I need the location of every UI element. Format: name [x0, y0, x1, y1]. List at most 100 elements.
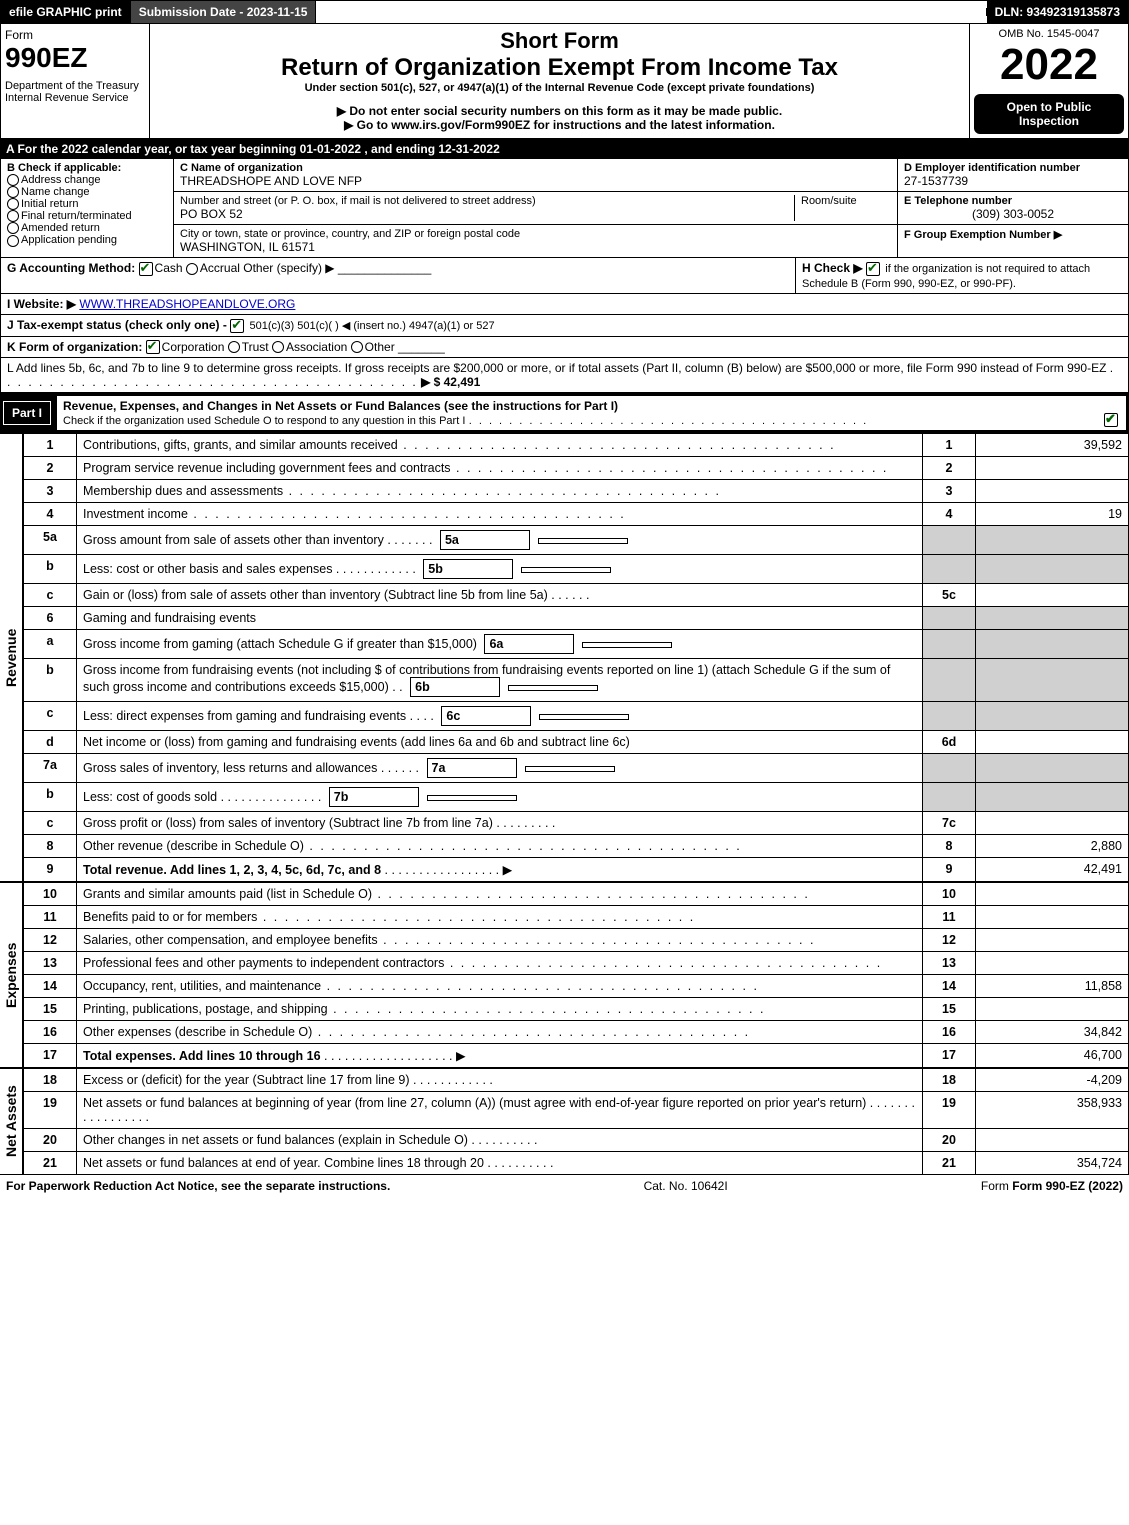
line-9: 9Total revenue. Add lines 1, 2, 3, 4, 5c…	[24, 858, 1129, 882]
section-j: J Tax-exempt status (check only one) - 5…	[0, 315, 1129, 337]
l-text: L Add lines 5b, 6c, and 7b to line 9 to …	[7, 361, 1106, 375]
dln: DLN: 93492319135873	[987, 1, 1128, 23]
omb-number: OMB No. 1545-0047	[974, 28, 1124, 40]
footer-right: Form Form 990-EZ (2022)	[981, 1179, 1123, 1193]
chk-final-return[interactable]	[7, 210, 19, 222]
chk-amended[interactable]	[7, 222, 19, 234]
chk-corporation[interactable]	[146, 340, 160, 354]
line-5b: bLess: cost or other basis and sales exp…	[24, 555, 1129, 584]
line-12: 12Salaries, other compensation, and empl…	[24, 929, 1129, 952]
row-a-tax-year: A For the 2022 calendar year, or tax yea…	[0, 139, 1129, 159]
chk-name-change[interactable]	[7, 186, 19, 198]
line-5c: cGain or (loss) from sale of assets othe…	[24, 584, 1129, 607]
line-6c: cLess: direct expenses from gaming and f…	[24, 702, 1129, 731]
expenses-group: Expenses 10Grants and similar amounts pa…	[0, 882, 1129, 1068]
line-14: 14Occupancy, rent, utilities, and mainte…	[24, 975, 1129, 998]
line-11: 11Benefits paid to or for members11	[24, 906, 1129, 929]
city-value: WASHINGTON, IL 61571	[180, 240, 891, 254]
d-label: D Employer identification number	[904, 162, 1122, 174]
goto-link[interactable]: ▶ Go to www.irs.gov/Form990EZ for instru…	[154, 118, 965, 132]
g-label: G Accounting Method:	[7, 261, 135, 275]
short-form-title: Short Form	[154, 28, 965, 54]
i-label: I Website: ▶	[7, 297, 76, 311]
form-header: Form 990EZ Department of the Treasury In…	[0, 24, 1129, 139]
line-6: 6Gaming and fundraising events	[24, 607, 1129, 630]
line-8: 8Other revenue (describe in Schedule O)8…	[24, 835, 1129, 858]
ssn-warning: ▶ Do not enter social security numbers o…	[154, 104, 965, 118]
line-10: 10Grants and similar amounts paid (list …	[24, 883, 1129, 906]
room-label: Room/suite	[801, 195, 891, 207]
revenue-label: Revenue	[0, 433, 23, 882]
line-1: 1Contributions, gifts, grants, and simil…	[24, 434, 1129, 457]
chk-501c3[interactable]	[230, 319, 244, 333]
main-title: Return of Organization Exempt From Incom…	[154, 54, 965, 82]
org-name: THREADSHOPE AND LOVE NFP	[180, 174, 891, 188]
phone-value: (309) 303-0052	[904, 207, 1122, 221]
efile-label: efile GRAPHIC print	[1, 1, 131, 23]
line-17: 17Total expenses. Add lines 10 through 1…	[24, 1044, 1129, 1068]
line-7a: 7aGross sales of inventory, less returns…	[24, 754, 1129, 783]
chk-trust[interactable]	[228, 341, 240, 353]
c-label: C Name of organization	[180, 162, 891, 174]
footer-mid: Cat. No. 10642I	[644, 1179, 728, 1193]
street-value: PO BOX 52	[180, 207, 794, 221]
section-bcdef: B Check if applicable: Address change Na…	[0, 159, 1129, 258]
section-gh: G Accounting Method: Cash Accrual Other …	[0, 258, 1129, 294]
part1-badge: Part I	[3, 401, 51, 425]
line-6a: aGross income from gaming (attach Schedu…	[24, 630, 1129, 659]
l-amount: ▶ $ 42,491	[421, 375, 480, 389]
tax-year: 2022	[974, 40, 1124, 90]
f-label: F Group Exemption Number ▶	[904, 228, 1122, 241]
line-13: 13Professional fees and other payments t…	[24, 952, 1129, 975]
j-label: J Tax-exempt status (check only one) -	[7, 318, 227, 332]
part1-sub: Check if the organization used Schedule …	[63, 415, 465, 427]
city-label: City or town, state or province, country…	[180, 228, 891, 240]
line-19: 19Net assets or fund balances at beginni…	[24, 1092, 1129, 1129]
ein-value: 27-1537739	[904, 174, 1122, 188]
submission-date: Submission Date - 2023-11-15	[131, 1, 317, 23]
line-21: 21Net assets or fund balances at end of …	[24, 1152, 1129, 1175]
line-7b: bLess: cost of goods sold . . . . . . . …	[24, 783, 1129, 812]
k-label: K Form of organization:	[7, 340, 142, 354]
line-18: 18Excess or (deficit) for the year (Subt…	[24, 1069, 1129, 1092]
part1-title: Revenue, Expenses, and Changes in Net As…	[63, 399, 618, 413]
line-6b: bGross income from fundraising events (n…	[24, 659, 1129, 702]
line-7c: cGross profit or (loss) from sales of in…	[24, 812, 1129, 835]
street-label: Number and street (or P. O. box, if mail…	[180, 195, 794, 207]
line-20: 20Other changes in net assets or fund ba…	[24, 1129, 1129, 1152]
line-3: 3Membership dues and assessments3	[24, 480, 1129, 503]
netassets-group: Net Assets 18Excess or (deficit) for the…	[0, 1068, 1129, 1175]
chk-other-org[interactable]	[351, 341, 363, 353]
line-6d: dNet income or (loss) from gaming and fu…	[24, 731, 1129, 754]
section-k: K Form of organization: Corporation Trus…	[0, 337, 1129, 359]
chk-initial-return[interactable]	[7, 198, 19, 210]
line-15: 15Printing, publications, postage, and s…	[24, 998, 1129, 1021]
expenses-table: 10Grants and similar amounts paid (list …	[23, 882, 1129, 1068]
line-2: 2Program service revenue including gover…	[24, 457, 1129, 480]
line-16: 16Other expenses (describe in Schedule O…	[24, 1021, 1129, 1044]
e-label: E Telephone number	[904, 195, 1122, 207]
line-4: 4Investment income419	[24, 503, 1129, 526]
form-word: Form	[5, 28, 145, 42]
subtitle: Under section 501(c), 527, or 4947(a)(1)…	[154, 82, 965, 94]
form-number: 990EZ	[5, 42, 145, 74]
part1-header: Part I Revenue, Expenses, and Changes in…	[0, 393, 1129, 433]
revenue-table: 1Contributions, gifts, grants, and simil…	[23, 433, 1129, 882]
chk-pending[interactable]	[7, 235, 19, 247]
line-5a: 5aGross amount from sale of assets other…	[24, 526, 1129, 555]
chk-schedule-b[interactable]	[866, 262, 880, 276]
netassets-table: 18Excess or (deficit) for the year (Subt…	[23, 1068, 1129, 1175]
chk-association[interactable]	[272, 341, 284, 353]
j-opts: 501(c)(3) 501(c)( ) ◀ (insert no.) 4947(…	[250, 320, 495, 332]
top-bar: efile GRAPHIC print Submission Date - 20…	[0, 0, 1129, 24]
chk-cash[interactable]	[139, 262, 153, 276]
chk-address-change[interactable]	[7, 174, 19, 186]
website-value[interactable]: WWW.THREADSHOPEANDLOVE.ORG	[79, 297, 295, 311]
revenue-group: Revenue 1Contributions, gifts, grants, a…	[0, 433, 1129, 882]
chk-accrual[interactable]	[186, 263, 198, 275]
open-to-public: Open to Public Inspection	[974, 94, 1124, 134]
netassets-label: Net Assets	[0, 1068, 23, 1175]
chk-schedule-o[interactable]	[1104, 413, 1118, 427]
page-footer: For Paperwork Reduction Act Notice, see …	[0, 1175, 1129, 1197]
section-l: L Add lines 5b, 6c, and 7b to line 9 to …	[0, 358, 1129, 393]
